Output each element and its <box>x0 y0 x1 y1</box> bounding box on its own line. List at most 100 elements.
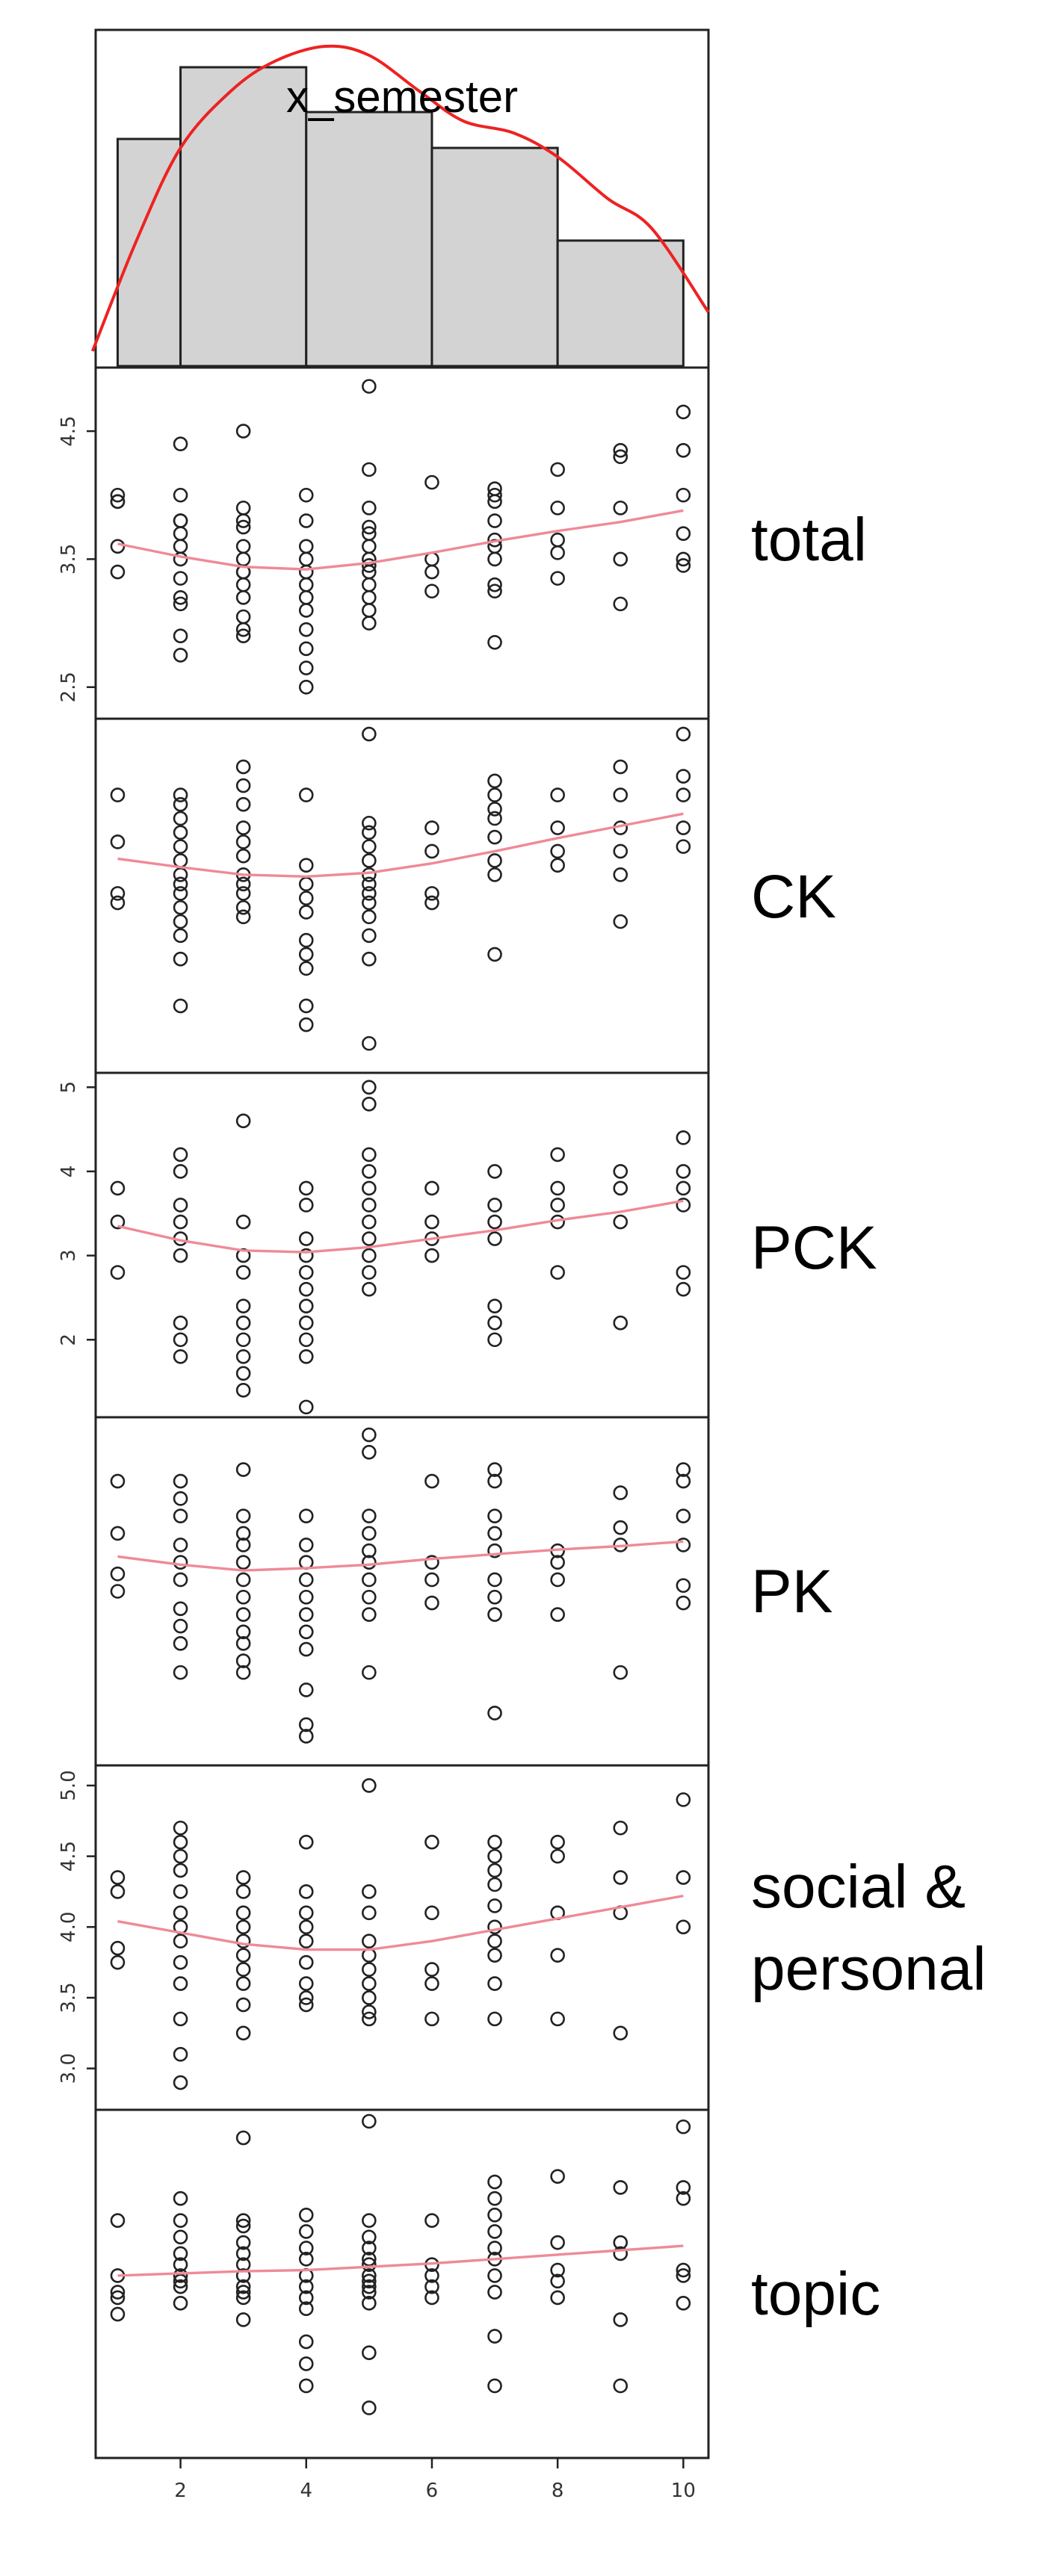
data-point <box>235 1870 251 1885</box>
data-point <box>173 2296 188 2311</box>
data-point <box>235 2213 251 2228</box>
data-point <box>298 679 314 695</box>
data-point <box>235 1572 251 1588</box>
data-point <box>298 513 314 528</box>
data-point <box>362 2252 377 2267</box>
panel-frame <box>94 366 710 720</box>
data-point <box>613 2235 628 2250</box>
data-point <box>487 551 502 567</box>
data-point <box>424 1180 439 1196</box>
y-tick-label: 3.5 <box>58 544 80 575</box>
x-tick-label: 10 <box>671 2480 696 2502</box>
data-point <box>362 2257 377 2272</box>
data-point <box>298 998 314 1014</box>
data-point <box>676 551 691 567</box>
data-point <box>110 2285 126 2300</box>
data-point <box>487 2241 502 2255</box>
data-point <box>613 1485 628 1500</box>
data-point <box>235 2235 251 2250</box>
data-point <box>487 1589 502 1605</box>
data-point <box>235 1113 251 1129</box>
data-point <box>550 1948 565 1963</box>
data-point <box>298 932 314 948</box>
data-point <box>110 2213 126 2228</box>
data-point <box>487 773 502 789</box>
data-point <box>487 1877 502 1892</box>
data-point <box>235 1933 251 1949</box>
data-point <box>235 1508 251 1523</box>
data-point <box>235 590 251 605</box>
data-point <box>235 1332 251 1348</box>
data-point <box>424 2290 439 2306</box>
data-point <box>173 928 188 944</box>
data-point <box>676 839 691 854</box>
data-point <box>676 487 691 503</box>
data-point <box>173 839 188 854</box>
data-point <box>235 835 251 849</box>
data-point <box>487 494 502 510</box>
data-point <box>362 1990 377 2005</box>
data-point <box>487 1164 502 1179</box>
y-tick-label: 4.5 <box>58 415 80 446</box>
panel-social-personal: 3.0 3.5 4.0 4.5 5.0 social & personal <box>58 1764 986 2111</box>
data-point <box>235 609 251 625</box>
x-tick-label: 4 <box>300 2480 312 2502</box>
x-tick-label: 6 <box>426 2480 439 2502</box>
data-point <box>613 501 628 515</box>
data-point <box>550 1555 565 1570</box>
data-point <box>235 1919 251 1935</box>
data-point <box>173 1198 188 1213</box>
data-point <box>298 1315 314 1331</box>
data-point <box>173 2213 188 2228</box>
data-point <box>173 1508 188 1523</box>
data-point <box>173 2257 188 2272</box>
panel-frame <box>94 1071 710 1419</box>
data-point <box>550 820 565 835</box>
data-point <box>550 2273 565 2289</box>
data-point <box>424 583 439 599</box>
data-point <box>235 900 251 915</box>
data-point <box>487 2285 502 2300</box>
data-point <box>298 1298 314 1313</box>
data-point <box>487 1508 502 1523</box>
data-point <box>110 1473 126 1489</box>
data-point <box>298 551 314 567</box>
data-point <box>487 513 502 528</box>
data-point <box>362 909 377 925</box>
histogram-bar <box>430 146 559 368</box>
data-point <box>235 820 251 835</box>
data-point <box>173 1665 188 1680</box>
data-point <box>613 2180 628 2195</box>
data-point <box>362 726 377 742</box>
data-point <box>487 1898 502 1913</box>
data-point <box>676 1578 691 1594</box>
data-point <box>173 1834 188 1850</box>
data-point <box>613 1820 628 1836</box>
smooth-line <box>117 1894 684 1951</box>
data-point <box>110 1884 126 1899</box>
data-point <box>613 596 628 612</box>
data-point <box>110 539 126 554</box>
data-point <box>173 1820 188 1836</box>
y-tick-label: 2 <box>58 1334 80 1346</box>
data-point <box>424 2268 439 2283</box>
data-point <box>362 853 377 868</box>
data-point <box>298 1180 314 1196</box>
data-point <box>173 571 188 586</box>
data-point <box>235 1315 251 1331</box>
data-point <box>298 2378 314 2394</box>
data-point <box>110 1566 126 1582</box>
data-point <box>110 787 126 802</box>
data-point <box>362 462 377 477</box>
data-point <box>173 436 188 452</box>
data-point <box>298 539 314 554</box>
data-point <box>110 1214 126 1230</box>
data-point <box>424 1555 439 1570</box>
data-point <box>362 1589 377 1605</box>
data-point <box>298 858 314 873</box>
data-point <box>487 583 502 599</box>
data-point <box>676 2190 691 2206</box>
data-point <box>110 1584 126 1599</box>
data-point <box>550 2169 565 2184</box>
data-point <box>362 1164 377 1179</box>
